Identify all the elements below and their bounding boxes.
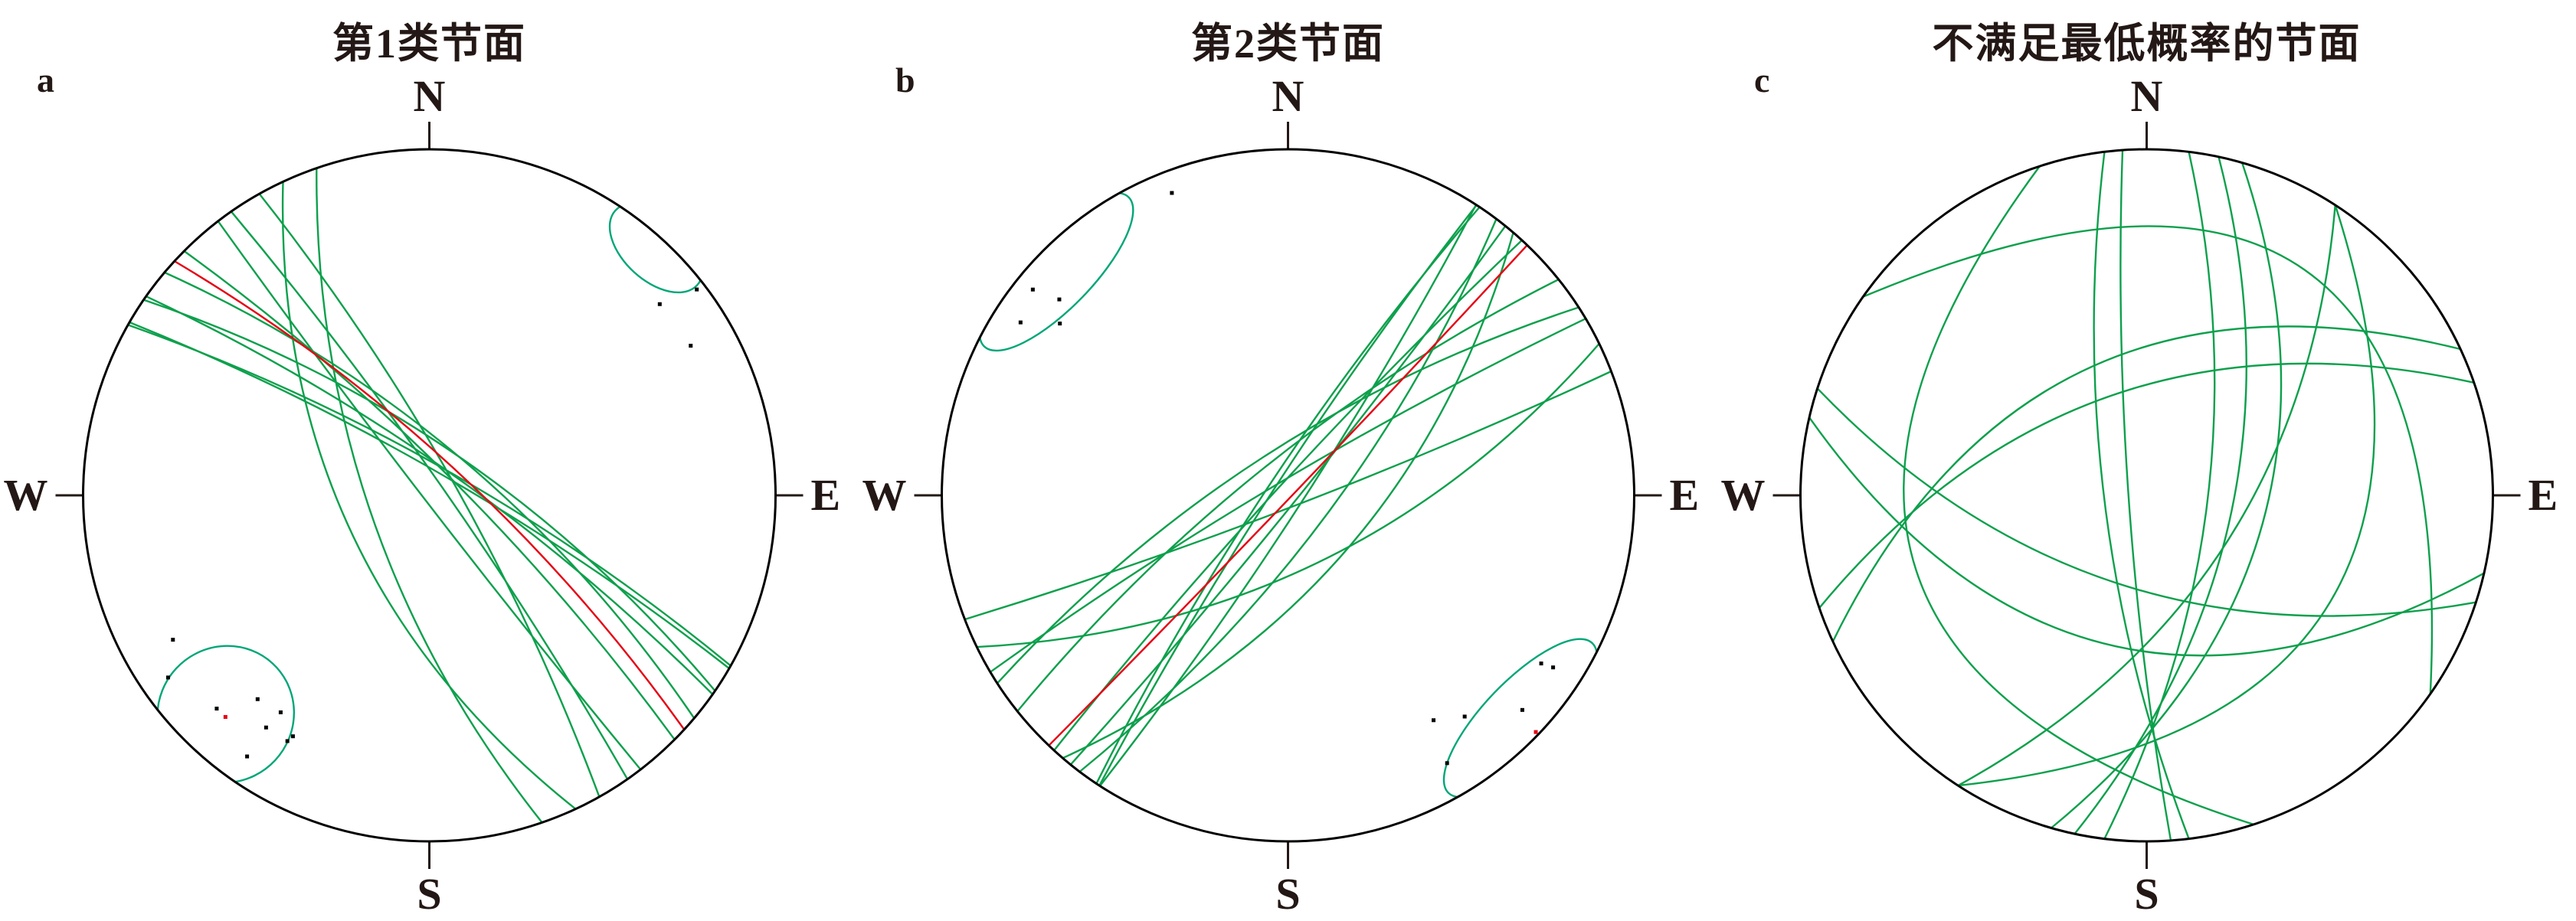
joint-plane-arc bbox=[1062, 232, 1514, 759]
pole-dot bbox=[171, 638, 175, 642]
stereonet-rim bbox=[1799, 148, 2494, 843]
stereonet-content bbox=[964, 191, 1612, 799]
east-label: E bbox=[2529, 470, 2558, 520]
pole-dot bbox=[1018, 320, 1023, 325]
pole-dot bbox=[245, 754, 250, 759]
joint-plane-arc bbox=[183, 250, 676, 740]
joint-plane-arc bbox=[1016, 278, 1560, 712]
panel-a: 第1类节面 a N S W E bbox=[0, 0, 859, 921]
joint-plane-arc bbox=[1818, 362, 2475, 609]
west-label: W bbox=[1721, 470, 1766, 520]
pole-contour bbox=[608, 202, 704, 294]
joint-plane-arc bbox=[230, 211, 629, 780]
mean-pole-dot bbox=[1533, 730, 1538, 734]
joint-plane-arc bbox=[2051, 162, 2283, 829]
pole-contour bbox=[978, 191, 1134, 352]
south-label: S bbox=[417, 869, 441, 919]
pole-dot bbox=[1551, 665, 1556, 670]
north-label: N bbox=[1272, 71, 1304, 121]
panel-title: 第2类节面 bbox=[1191, 21, 1385, 67]
pole-dot bbox=[165, 675, 170, 680]
west-label: W bbox=[862, 470, 907, 520]
joint-plane-arc bbox=[143, 299, 716, 692]
joint-plane-arc bbox=[990, 318, 1586, 673]
joint-plane-arc bbox=[316, 168, 543, 824]
south-label: S bbox=[1275, 869, 1300, 919]
east-label: E bbox=[1670, 470, 1700, 520]
joint-plane-arc bbox=[1098, 204, 1478, 786]
north-label: N bbox=[414, 71, 446, 121]
pole-dot bbox=[1030, 287, 1035, 292]
stereonet-c: N S W E bbox=[1721, 71, 2558, 919]
stereonet-content bbox=[1808, 150, 2485, 841]
west-label: W bbox=[4, 470, 48, 520]
pole-dot bbox=[657, 302, 662, 306]
panel-b: 第2类节面 b N S W E bbox=[859, 0, 1717, 921]
stereonet-content bbox=[127, 168, 732, 824]
pole-dot bbox=[285, 739, 290, 743]
south-label: S bbox=[2134, 869, 2159, 919]
joint-plane-arc bbox=[127, 324, 732, 667]
joint-plane-arc bbox=[1053, 239, 1523, 751]
pole-contour bbox=[1442, 638, 1599, 799]
pole-dot bbox=[214, 707, 219, 711]
stereonet-a: N S W E bbox=[4, 71, 841, 919]
panel-title: 不满足最低概率的节面 bbox=[1932, 21, 2362, 67]
joint-plane-arc bbox=[1831, 325, 2461, 642]
stereonet-rim bbox=[82, 148, 777, 843]
pole-dot bbox=[1520, 707, 1524, 712]
pole-contour bbox=[156, 645, 296, 784]
joint-plane-arc bbox=[1957, 204, 2336, 787]
mean-plane-arc bbox=[1048, 244, 1528, 746]
joint-plane-arc bbox=[1816, 387, 2476, 617]
pole-dot bbox=[1432, 718, 1436, 723]
pole-dot bbox=[1058, 322, 1062, 326]
pole-dot bbox=[1170, 191, 1174, 195]
mean-plane-arc bbox=[174, 260, 686, 730]
pole-dot bbox=[263, 725, 268, 730]
joint-plane-arc bbox=[1958, 204, 2376, 787]
joint-plane-arc bbox=[2074, 156, 2247, 834]
joint-plane-arc bbox=[217, 220, 642, 770]
joint-plane-arc bbox=[281, 181, 577, 810]
panel-corner-label: b bbox=[895, 60, 915, 100]
joint-plane-arc bbox=[2093, 152, 2190, 840]
joint-plane-arc bbox=[1862, 225, 2434, 694]
mean-pole-dot bbox=[223, 714, 227, 719]
joint-plane-arc bbox=[129, 321, 730, 669]
pole-dot bbox=[1462, 714, 1467, 719]
panel-title: 第1类节面 bbox=[332, 21, 526, 67]
pole-dot bbox=[689, 344, 693, 348]
pole-dot bbox=[1539, 661, 1543, 666]
joint-plane-arc bbox=[1079, 218, 1497, 772]
joint-plane-arc bbox=[1808, 416, 2485, 657]
joint-plane-arc bbox=[1099, 204, 1478, 787]
panel-corner-label: a bbox=[37, 60, 54, 100]
panel-corner-label: c bbox=[1754, 60, 1770, 100]
joint-plane-arc bbox=[258, 193, 601, 798]
pole-dot bbox=[290, 734, 295, 739]
panel-c: 不满足最低概率的节面 c N S W E bbox=[1717, 0, 2576, 921]
stereonet-rim bbox=[941, 148, 1635, 843]
joint-plane-arc bbox=[1095, 206, 1481, 785]
joint-plane-arc bbox=[146, 296, 714, 695]
north-label: N bbox=[2131, 71, 2163, 121]
joint-plane-arc bbox=[1903, 165, 2254, 826]
joint-plane-arc bbox=[997, 306, 1579, 684]
joint-plane-arc bbox=[1069, 225, 1507, 766]
pole-dot bbox=[695, 287, 699, 292]
pole-dot bbox=[278, 710, 283, 714]
pole-dot bbox=[1057, 297, 1062, 302]
joint-plane-arc bbox=[964, 370, 1612, 621]
stereonet-b: N S W E bbox=[862, 71, 1700, 919]
pole-dot bbox=[1445, 761, 1449, 766]
east-label: E bbox=[811, 470, 841, 520]
pole-dot bbox=[255, 697, 260, 701]
joint-plane-arc bbox=[977, 343, 1600, 648]
